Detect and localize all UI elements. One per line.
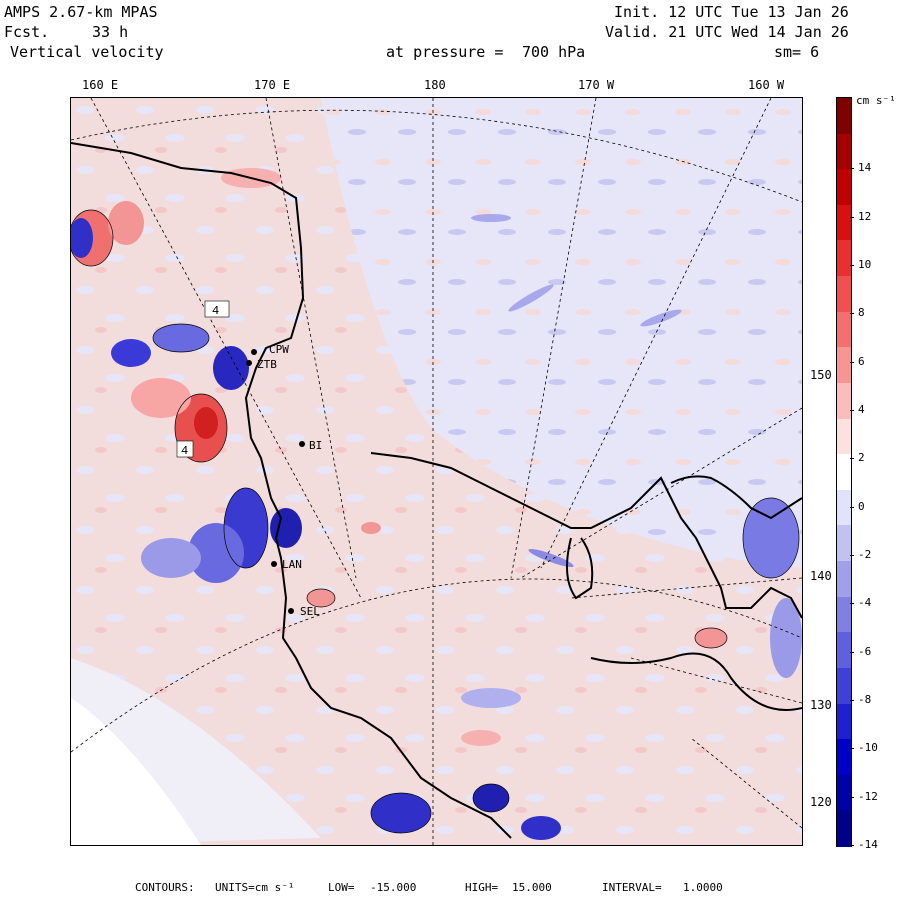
station-label: CPW bbox=[269, 343, 289, 356]
station-label: BI bbox=[309, 439, 323, 452]
colorbar-tick-label: -10 bbox=[858, 741, 878, 755]
colorbar-tick bbox=[850, 748, 854, 750]
colorbar-segment bbox=[837, 347, 851, 384]
colorbar-tick bbox=[850, 409, 854, 411]
colorbar-segment bbox=[837, 774, 851, 812]
footer-high-label: HIGH= bbox=[465, 881, 499, 894]
footer-interval-value: 1.0000 bbox=[683, 881, 723, 894]
colorbar-segment bbox=[837, 311, 851, 349]
colorbar-tick-label: -2 bbox=[858, 547, 872, 561]
lon-label-160w: 160 W bbox=[748, 78, 785, 92]
graticule bbox=[71, 98, 802, 845]
colorbar-tick bbox=[850, 361, 854, 363]
blue-downdraft-cells bbox=[71, 214, 802, 840]
colorbar-tick bbox=[850, 603, 854, 605]
colorbar-tick-label: -8 bbox=[858, 692, 872, 706]
colorbar-segment bbox=[837, 525, 851, 563]
no-data-region bbox=[71, 698, 201, 845]
init-time: Init. 12 UTC Tue 13 Jan 26 bbox=[614, 3, 849, 21]
colorbar-tick-label: 6 bbox=[858, 354, 865, 368]
colorbar-tick-label: 4 bbox=[858, 402, 865, 416]
colorbar-tick-label: -14 bbox=[858, 838, 878, 851]
map-canvas: 4 4 bbox=[71, 98, 802, 845]
colorbar-segment bbox=[837, 240, 851, 278]
valid-time: Valid. 21 UTC Wed 14 Jan 26 bbox=[605, 23, 849, 41]
colorbar-segment bbox=[837, 561, 851, 598]
colorbar-segment bbox=[837, 596, 851, 634]
model-title: AMPS 2.67-km MPAS bbox=[4, 3, 158, 21]
colorbar-tick-label: 12 bbox=[858, 209, 872, 223]
colorbar-tick bbox=[850, 313, 854, 315]
colorbar-segment bbox=[837, 703, 851, 741]
lon-label-170e: 170 E bbox=[254, 78, 291, 92]
field-name: Vertical velocity bbox=[10, 43, 164, 61]
colorbar-tick-label: -12 bbox=[858, 789, 878, 803]
station-dot-bi bbox=[299, 441, 305, 447]
colorbar-segment bbox=[837, 382, 851, 420]
colorbar-tick bbox=[850, 845, 854, 846]
colorbar-segment bbox=[837, 810, 851, 847]
vertical-velocity-map: 4 4 CPW ZTB BI LAN SEL bbox=[70, 97, 803, 846]
colorbar-segment bbox=[837, 169, 851, 206]
colorbar-tick-label: 10 bbox=[858, 257, 872, 271]
contour-label: 4 bbox=[212, 304, 219, 318]
smoothing-value: sm= 6 bbox=[774, 43, 820, 61]
forecast-hour: 33 h bbox=[92, 23, 129, 41]
colorbar-segment bbox=[837, 98, 851, 135]
contour-label: 4 bbox=[181, 444, 188, 458]
colorbar-tick-label: 0 bbox=[858, 499, 865, 513]
lon-label-180: 180 bbox=[424, 78, 446, 92]
station-label: SEL bbox=[300, 605, 320, 618]
station-dot-sel bbox=[288, 608, 294, 614]
colorbar-tick bbox=[850, 699, 854, 701]
forecast-label: Fcst. bbox=[4, 23, 50, 41]
lon-label-170w: 170 W bbox=[578, 78, 615, 92]
colorbar-tick bbox=[850, 216, 854, 218]
colorbar-tick-label: 2 bbox=[858, 451, 865, 465]
colorbar-tick bbox=[850, 651, 854, 653]
colorbar-tick bbox=[850, 458, 854, 460]
colorbar-tick-label: -4 bbox=[858, 596, 872, 610]
station-dot-lan bbox=[271, 561, 277, 567]
colorbar-segment bbox=[837, 739, 851, 776]
footer-contours-label: CONTOURS: bbox=[135, 881, 195, 894]
station-label: ZTB bbox=[257, 358, 277, 371]
contour-labels: 4 4 bbox=[176, 300, 230, 458]
footer-low-label: LOW= bbox=[328, 881, 355, 894]
colorbar-units: cm s⁻¹ bbox=[856, 94, 896, 107]
station-label: LAN bbox=[282, 558, 302, 571]
colorbar-tick bbox=[850, 506, 854, 508]
colorbar-segment bbox=[837, 454, 851, 491]
contours bbox=[71, 209, 800, 834]
colorbar-tick-label: -6 bbox=[858, 644, 872, 658]
colorbar-segment bbox=[837, 489, 851, 527]
lon-label-160e: 160 E bbox=[82, 78, 119, 92]
footer-high-value: 15.000 bbox=[512, 881, 552, 894]
colorbar-tick bbox=[850, 168, 854, 170]
pressure-value: 700 hPa bbox=[522, 43, 586, 61]
colorbar-segment bbox=[837, 632, 851, 669]
station-dot-cpw bbox=[251, 349, 257, 355]
footer-low-value: -15.000 bbox=[370, 881, 417, 894]
colorbar bbox=[836, 97, 852, 847]
colorbar-segment bbox=[837, 667, 851, 705]
footer-units: UNITS=cm s⁻¹ bbox=[215, 881, 295, 894]
ocean-weak-descent bbox=[321, 98, 802, 568]
colorbar-tick-label: 14 bbox=[858, 161, 872, 175]
pressure-label: at pressure = bbox=[386, 43, 504, 61]
footer-interval-label: INTERVAL= bbox=[602, 881, 662, 894]
colorbar-tick bbox=[850, 264, 854, 266]
coastline bbox=[71, 142, 802, 839]
colorbar-segment bbox=[837, 418, 851, 456]
colorbar-segment bbox=[837, 276, 851, 313]
station-dot-ztb bbox=[246, 360, 252, 366]
colorbar-tick bbox=[850, 796, 854, 798]
colorbar-tick bbox=[850, 554, 854, 556]
red-updraft-cells bbox=[71, 168, 727, 746]
colorbar-segment bbox=[837, 204, 851, 242]
colorbar-segment bbox=[837, 133, 851, 171]
colorbar-tick-label: 8 bbox=[858, 306, 865, 320]
